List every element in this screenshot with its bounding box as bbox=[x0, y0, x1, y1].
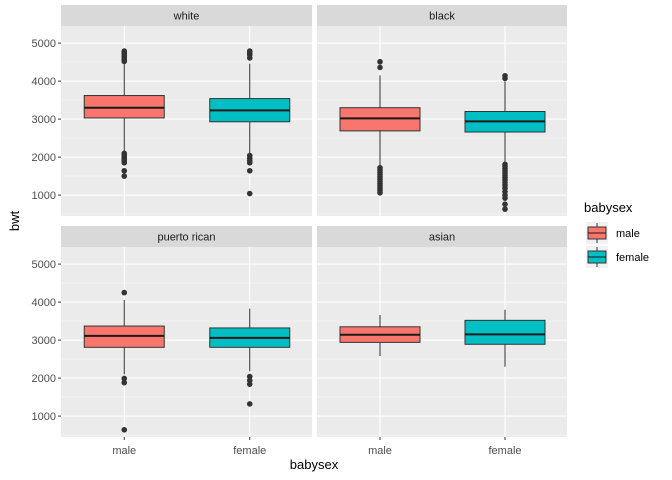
outlier-point-puerto-rican-male bbox=[121, 375, 128, 382]
outlier-point-puerto-rican-female bbox=[246, 401, 253, 407]
legend-title: babysex bbox=[584, 200, 633, 215]
facet-label-white: white bbox=[173, 11, 200, 23]
outlier-point-white-male bbox=[121, 48, 128, 54]
y-tick-label: 5000 bbox=[32, 38, 56, 50]
facet-label-asian: asian bbox=[429, 232, 455, 244]
outlier-point-white-female bbox=[246, 167, 253, 174]
outlier-point-puerto-rican-female bbox=[246, 381, 253, 387]
outlier-point-black-female bbox=[502, 72, 508, 79]
legend-label-male: male bbox=[616, 228, 640, 240]
x-tick-label: male bbox=[368, 445, 392, 457]
y-tick-label: 2000 bbox=[32, 152, 56, 164]
box-asian-female bbox=[464, 319, 546, 345]
outlier-point-black-male bbox=[377, 190, 383, 196]
y-tick-label: 3000 bbox=[32, 335, 56, 347]
facet-strip-asian bbox=[317, 226, 567, 247]
outlier-point-black-male bbox=[377, 58, 383, 65]
outlier-point-white-female bbox=[246, 190, 253, 197]
outlier-point-puerto-rican-male bbox=[121, 379, 128, 386]
x-axis-title: babysex bbox=[290, 457, 339, 472]
outlier-point-white-male bbox=[121, 160, 128, 166]
y-tick-label: 4000 bbox=[32, 76, 56, 88]
facet-strip-black bbox=[317, 5, 567, 26]
outlier-point-puerto-rican-male bbox=[121, 289, 128, 296]
legend-label-female: female bbox=[616, 252, 649, 264]
outlier-point-white-female bbox=[246, 48, 253, 54]
outlier-point-puerto-rican-male bbox=[121, 426, 128, 433]
outlier-point-black-female bbox=[502, 195, 508, 201]
outlier-point-white-female bbox=[246, 160, 253, 166]
y-tick-label: 1000 bbox=[32, 411, 56, 423]
x-tick-label: female bbox=[233, 445, 266, 457]
facet-label-black: black bbox=[429, 11, 455, 23]
outlier-point-white-male bbox=[121, 173, 128, 179]
facet-strip-puerto-rican bbox=[61, 226, 312, 247]
y-tick-label: 5000 bbox=[32, 259, 56, 271]
y-axis-title: bwt bbox=[7, 210, 22, 231]
facet-strip-white bbox=[61, 5, 312, 26]
outlier-point-black-male bbox=[377, 64, 383, 71]
y-tick-label: 2000 bbox=[32, 373, 56, 385]
y-tick-label: 1000 bbox=[32, 190, 56, 202]
x-tick-label: female bbox=[488, 445, 521, 457]
x-tick-label: male bbox=[112, 445, 136, 457]
facet-label-puerto-rican: puerto rican bbox=[157, 232, 215, 244]
y-tick-label: 3000 bbox=[32, 114, 56, 126]
outlier-point-white-male bbox=[121, 167, 128, 174]
outlier-point-black-female bbox=[502, 201, 508, 208]
y-tick-label: 4000 bbox=[32, 297, 56, 309]
outlier-point-black-female bbox=[502, 206, 508, 212]
